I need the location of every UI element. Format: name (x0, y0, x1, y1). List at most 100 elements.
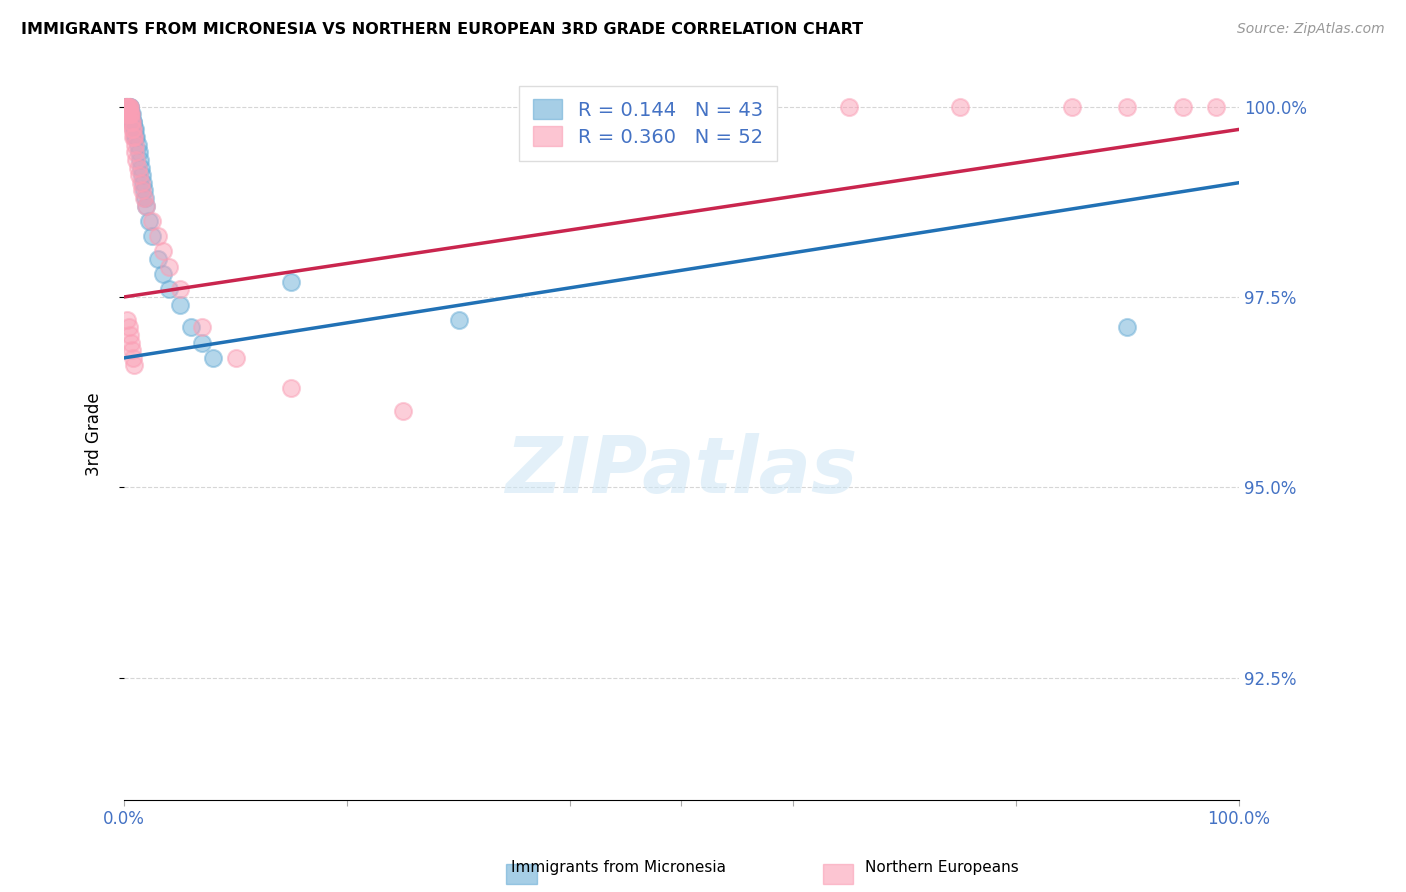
Text: IMMIGRANTS FROM MICRONESIA VS NORTHERN EUROPEAN 3RD GRADE CORRELATION CHART: IMMIGRANTS FROM MICRONESIA VS NORTHERN E… (21, 22, 863, 37)
Point (127, 161, 149, 175)
Point (117, 99, 139, 113)
Point (191, 320, 214, 334)
Point (121, 115, 143, 129)
Point (138, 214, 160, 228)
Point (157, 260, 180, 274)
Point (122, 122, 145, 136)
Point (131, 168, 153, 182)
Point (118, 99, 141, 113)
Text: Source: ZipAtlas.com: Source: ZipAtlas.com (1237, 22, 1385, 37)
Point (129, 176, 152, 190)
Point (135, 198, 157, 212)
Point (180, 320, 202, 334)
Point (146, 252, 169, 266)
Text: ZIPatlas: ZIPatlas (505, 433, 858, 508)
Point (114, 99, 136, 113)
Point (115, 107, 138, 121)
Point (838, 99, 860, 113)
Point (117, 99, 139, 113)
Point (115, 107, 138, 121)
Point (202, 351, 225, 365)
Point (127, 137, 149, 152)
Point (121, 115, 143, 129)
Point (117, 313, 139, 327)
Point (725, 99, 748, 113)
Point (122, 115, 145, 129)
Point (125, 130, 148, 145)
Point (1116, 320, 1139, 334)
Point (117, 107, 139, 121)
Point (949, 99, 972, 113)
Point (117, 107, 139, 121)
Point (169, 297, 191, 311)
Point (134, 183, 156, 197)
Point (122, 351, 145, 365)
Point (128, 145, 150, 160)
Point (280, 381, 302, 395)
Point (124, 137, 146, 152)
Point (121, 122, 143, 136)
Point (141, 229, 163, 244)
Point (447, 313, 470, 327)
Point (118, 99, 141, 113)
Point (120, 107, 142, 121)
Point (152, 267, 174, 281)
Point (118, 99, 141, 113)
Point (114, 107, 136, 121)
Point (128, 168, 150, 182)
Point (124, 122, 146, 136)
Point (1171, 99, 1194, 113)
Point (135, 198, 157, 212)
Point (117, 99, 139, 113)
Point (122, 122, 145, 136)
Point (115, 99, 138, 113)
Point (124, 145, 146, 160)
Point (125, 153, 148, 167)
Text: Northern Europeans: Northern Europeans (865, 861, 1019, 875)
Point (118, 328, 141, 343)
Point (121, 107, 143, 121)
Point (118, 107, 141, 121)
Point (122, 115, 145, 129)
Point (114, 107, 136, 121)
Point (117, 107, 139, 121)
Point (134, 191, 156, 205)
Point (152, 244, 174, 259)
Y-axis label: 3rd Grade: 3rd Grade (86, 392, 103, 475)
Point (128, 153, 150, 167)
Point (132, 176, 155, 190)
Point (122, 359, 145, 373)
Point (115, 99, 138, 113)
Point (391, 404, 413, 418)
Point (122, 130, 145, 145)
Point (134, 191, 156, 205)
Point (1116, 99, 1139, 113)
Point (118, 107, 141, 121)
Point (120, 115, 142, 129)
Point (129, 161, 152, 175)
Point (146, 229, 169, 244)
Point (1060, 99, 1083, 113)
Point (117, 99, 139, 113)
Point (131, 183, 153, 197)
Point (1205, 99, 1227, 113)
Point (117, 99, 139, 113)
Point (117, 107, 139, 121)
Point (169, 282, 191, 296)
Text: Immigrants from Micronesia: Immigrants from Micronesia (512, 861, 725, 875)
Point (117, 99, 139, 113)
Point (280, 275, 302, 289)
Point (118, 107, 141, 121)
Point (225, 351, 247, 365)
Point (124, 130, 146, 145)
Point (157, 282, 180, 296)
Point (191, 335, 214, 350)
Point (122, 130, 145, 145)
Point (117, 99, 139, 113)
Point (121, 343, 143, 358)
Point (120, 335, 142, 350)
Point (117, 320, 139, 334)
Point (114, 99, 136, 113)
Point (120, 107, 142, 121)
Point (120, 107, 142, 121)
